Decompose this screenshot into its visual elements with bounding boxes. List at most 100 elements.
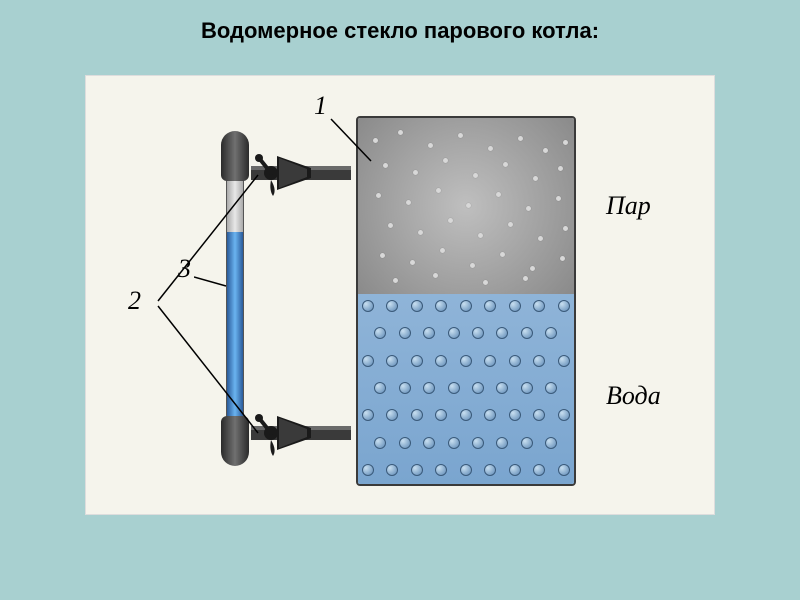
water-droplet [386,409,398,421]
upper-valve [251,148,351,198]
steam-particle [443,158,448,163]
water-droplet [509,300,521,312]
water-droplet [545,437,557,449]
page-title: Водомерное стекло парового котла: [0,18,800,44]
gauge-top-cap [221,131,249,181]
water-droplet [362,464,374,476]
steam-particle [393,278,398,283]
steam-particle [543,148,548,153]
steam-particle [448,218,453,223]
water-droplet [411,300,423,312]
steam-particle [466,203,471,208]
steam-particle [500,252,505,257]
steam-particle [533,176,538,181]
water-droplet [533,300,545,312]
water-droplet [472,327,484,339]
steam-particle [380,253,385,258]
label-3: 3 [178,254,191,284]
water-droplet [435,300,447,312]
water-droplet [460,464,472,476]
water-droplet [521,382,533,394]
steam-particle [556,196,561,201]
water-droplet [399,437,411,449]
gauge-steam-level [227,179,243,232]
steam-particle [538,236,543,241]
boiler-tank [356,116,576,486]
water-droplet [435,355,447,367]
steam-particle [558,166,563,171]
label-2: 2 [128,286,141,316]
water-droplet [423,382,435,394]
gauge-glass [221,131,249,466]
water-droplet [496,382,508,394]
water-droplet [509,409,521,421]
steam-particle [478,233,483,238]
diagram-panel: 1 2 3 Пар Вода [85,75,715,515]
water-droplet [448,327,460,339]
water-droplet [496,327,508,339]
water-droplet [460,355,472,367]
steam-particle [526,206,531,211]
water-droplet [558,409,570,421]
steam-particle [418,230,423,235]
steam-particle [563,226,568,231]
steam-particle [473,173,478,178]
water-droplet [399,327,411,339]
water-droplet [411,355,423,367]
water-droplet [448,382,460,394]
water-droplet [362,409,374,421]
gauge-water-level [227,232,243,418]
lower-valve [251,408,351,458]
water-droplet [448,437,460,449]
water-droplet [423,327,435,339]
steam-particle [440,248,445,253]
water-droplet [435,464,447,476]
water-droplet [509,464,521,476]
steam-particle [383,163,388,168]
steam-particle [413,170,418,175]
steam-particle [470,263,475,268]
steam-particle [508,222,513,227]
steam-particle [518,136,523,141]
water-droplet [509,355,521,367]
water-droplet [558,464,570,476]
water-droplet [386,300,398,312]
label-water: Вода [606,381,661,411]
water-droplet [533,409,545,421]
water-droplet [460,409,472,421]
water-droplet [533,355,545,367]
steam-particle [428,143,433,148]
water-droplet [484,355,496,367]
water-droplet [362,300,374,312]
steam-particle [406,200,411,205]
water-droplet [386,464,398,476]
steam-particle [563,140,568,145]
steam-particle [458,133,463,138]
water-droplet [362,355,374,367]
water-droplet [374,327,386,339]
water-droplet [558,355,570,367]
water-droplet [484,409,496,421]
steam-particle [373,138,378,143]
steam-particle [523,276,528,281]
water-droplet [423,437,435,449]
steam-particle [436,188,441,193]
water-droplet [374,382,386,394]
steam-particle [398,130,403,135]
gauge-tube [226,179,244,418]
steam-particle [483,280,488,285]
tank-water-region [358,294,574,484]
water-droplet [484,464,496,476]
water-droplet [484,300,496,312]
water-droplet [411,409,423,421]
label-steam: Пар [606,191,651,221]
water-droplet [545,327,557,339]
steam-particle [496,192,501,197]
water-droplet [460,300,472,312]
water-droplet [496,437,508,449]
label-1: 1 [314,91,327,121]
water-droplet [374,437,386,449]
water-droplet [472,382,484,394]
water-droplet [435,409,447,421]
water-droplet [521,327,533,339]
